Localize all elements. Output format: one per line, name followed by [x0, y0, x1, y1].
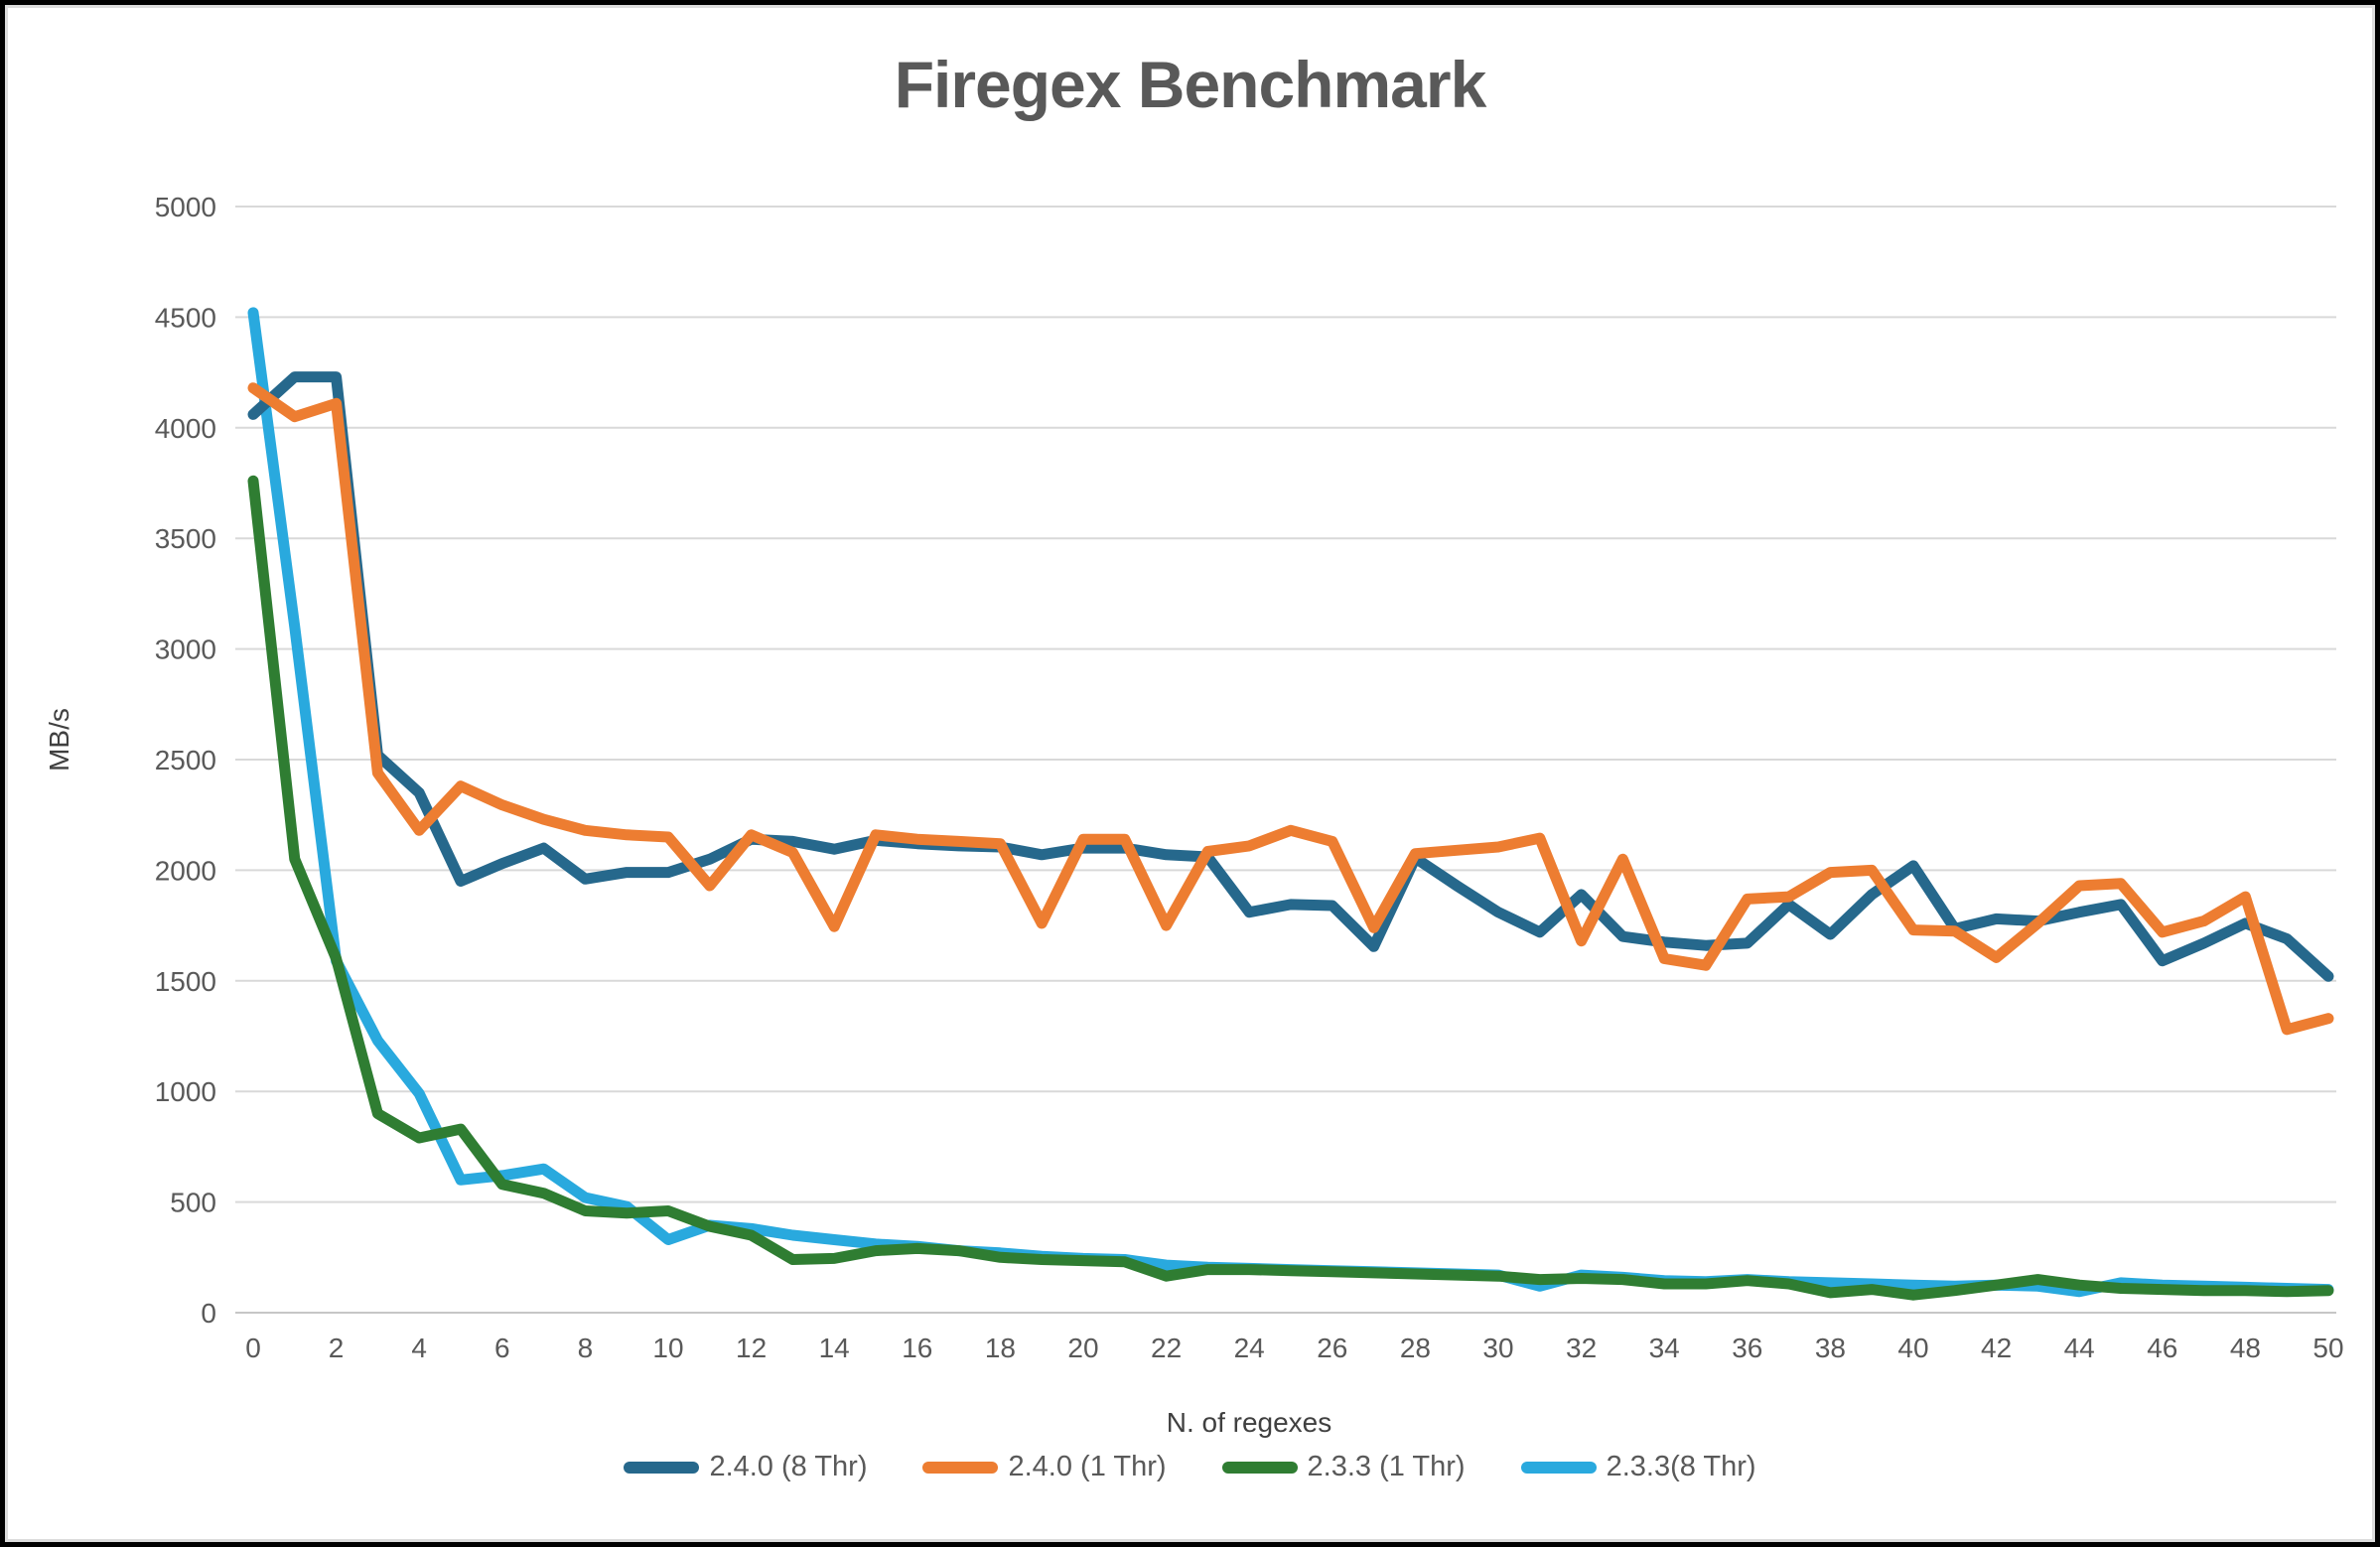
x-tick-label-40: 40	[1897, 1333, 1928, 1363]
series-line-2.4.0-1-thr-	[247, 382, 2334, 1036]
x-tick-label-6: 6	[494, 1333, 510, 1363]
x-tick-label-16: 16	[902, 1333, 932, 1363]
x-tick-label-4: 4	[411, 1333, 427, 1363]
legend-swatch-icon	[624, 1461, 700, 1474]
x-tick-label-8: 8	[578, 1333, 594, 1363]
y-tick-label-3000: 3000	[155, 634, 216, 665]
y-tick-label-500: 500	[170, 1188, 216, 1218]
x-tick-label-24: 24	[1234, 1333, 1265, 1363]
series-line-2.3.3-1-thr-	[247, 475, 2334, 1301]
y-tick-label-4000: 4000	[155, 413, 216, 444]
x-tick-label-46: 46	[2147, 1333, 2177, 1363]
legend-item-2: 2.4.0 (1 Thr)	[922, 1451, 1167, 1483]
legend-label: 2.3.3 (1 Thr)	[1307, 1451, 1466, 1482]
x-tick-label-10: 10	[652, 1333, 683, 1363]
legend-swatch-icon	[922, 1461, 999, 1474]
y-tick-label-2500: 2500	[155, 745, 216, 775]
x-tick-label-2: 2	[329, 1333, 345, 1363]
legend-item-1: 2.4.0 (8 Thr)	[624, 1451, 867, 1483]
y-tick-label-3500: 3500	[155, 523, 216, 554]
series-line-2.3.3-8-thr-	[247, 307, 2334, 1298]
legend-item-3: 2.3.3 (1 Thr)	[1221, 1451, 1466, 1483]
x-tick-label-32: 32	[1566, 1333, 1597, 1363]
legend-swatch-icon	[1520, 1461, 1597, 1474]
x-tick-label-48: 48	[2230, 1333, 2261, 1363]
x-tick-label-18: 18	[985, 1333, 1016, 1363]
legend-swatch-icon	[1221, 1461, 1298, 1474]
legend-label: 2.3.3(8 Thr)	[1606, 1451, 1756, 1482]
x-tick-label-34: 34	[1649, 1333, 1680, 1363]
legend-item-4: 2.3.3(8 Thr)	[1520, 1451, 1756, 1483]
x-tick-label-14: 14	[819, 1333, 850, 1363]
chart-canvas: 0500100015002000250030003500400045005000…	[155, 192, 2344, 1363]
y-tick-label-1000: 1000	[155, 1076, 216, 1107]
x-tick-label-26: 26	[1317, 1333, 1347, 1363]
y-tick-label-4500: 4500	[155, 302, 216, 333]
y-tick-label-0: 0	[201, 1298, 216, 1329]
x-tick-label-44: 44	[2064, 1333, 2095, 1363]
x-tick-label-12: 12	[736, 1333, 767, 1363]
x-tick-label-0: 0	[245, 1333, 261, 1363]
x-tick-label-38: 38	[1815, 1333, 1846, 1363]
series-line-2.4.0-8-thr-	[247, 371, 2334, 982]
x-tick-label-42: 42	[1981, 1333, 2012, 1363]
x-tick-label-22: 22	[1151, 1333, 1182, 1363]
x-tick-label-36: 36	[1732, 1333, 1762, 1363]
x-tick-label-20: 20	[1067, 1333, 1098, 1363]
x-tick-label-28: 28	[1400, 1333, 1431, 1363]
y-tick-label-2000: 2000	[155, 855, 216, 886]
y-tick-label-1500: 1500	[155, 966, 216, 997]
x-tick-label-30: 30	[1482, 1333, 1513, 1363]
legend-label: 2.4.0 (8 Thr)	[709, 1451, 868, 1482]
x-tick-label-50: 50	[2312, 1333, 2343, 1363]
y-tick-label-5000: 5000	[155, 192, 216, 222]
x-axis-title: N. of regexes	[1166, 1407, 1332, 1438]
legend-label: 2.4.0 (1 Thr)	[1008, 1451, 1167, 1482]
chart-legend: 2.4.0 (8 Thr) 2.4.0 (1 Thr) 2.3.3 (1 Thr) 2…	[5, 1451, 2375, 1483]
chart-title: Firegex Benchmark	[894, 48, 1487, 121]
